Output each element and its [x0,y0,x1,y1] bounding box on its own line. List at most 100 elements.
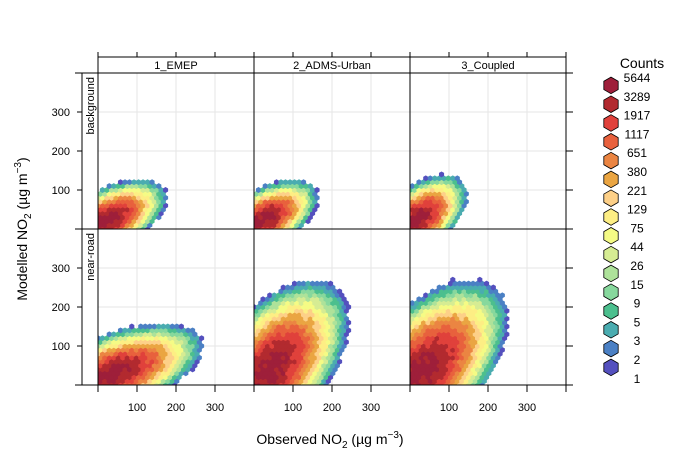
hex-bin [432,339,438,346]
hex-bin [450,331,456,338]
hex-bin [328,288,334,295]
hex-bin [158,327,164,334]
hex-bin [285,354,291,361]
hex-bin [461,366,467,373]
hex-bin [113,202,119,209]
hex-bin [140,350,146,357]
hex-bin [300,327,307,334]
legend-break-label: 5644 [624,71,651,85]
hex-bin [149,218,155,225]
hex-bin [172,327,178,334]
hex-bin [432,175,438,182]
hex-bin [298,214,304,221]
row-strip-label: near-road [85,233,97,281]
hex-bin [124,214,130,221]
hex-bin [429,296,436,303]
hex-bin [258,198,264,205]
hex-bin [307,346,313,353]
hex-bin [434,350,440,357]
hex-bin [427,198,433,205]
hex-bin [278,218,284,225]
hex-bin [178,370,184,377]
hex-bin [312,198,318,205]
hex-bin [140,187,146,193]
hex-bin [149,327,155,334]
hex-bin [280,190,286,197]
hex-bin [416,194,422,201]
hex-bin [264,366,271,373]
hex-bin [481,331,487,338]
hex-bin [104,374,110,381]
hex-bin [495,300,501,307]
hex-bin [106,331,112,338]
hex-bin [294,284,300,291]
hex-bin [264,296,271,303]
hex-bin [423,206,429,213]
hex-bin [432,378,438,385]
hex-bin [115,370,121,377]
hex-bin [332,327,338,334]
hex-bin [174,370,180,377]
hex-bin [461,343,467,349]
hex-bin [319,296,325,303]
hex-bin [169,362,175,369]
hex-bin [475,366,481,373]
hex-bin [459,315,465,322]
hex-bin [452,288,458,295]
hex-bin [411,311,418,318]
hex-bin [129,206,135,213]
hex-bin [142,183,148,190]
hex-bin [325,370,331,377]
hex-bin [289,346,295,353]
hex-bin [436,292,442,299]
hex-bin [271,323,277,330]
y-tick-label: 100 [52,341,70,353]
hex-bin [115,362,121,369]
hex-bin [305,343,311,349]
hex-bin [126,194,133,201]
hex-bin [303,307,309,314]
hex-bin [273,202,280,209]
hex-bin [416,218,422,225]
hex-bin [323,343,329,349]
hex-bin [149,194,155,201]
hex-bin [337,350,343,357]
hex-bin [144,343,151,349]
hex-bin [117,335,124,342]
hex-bin [450,315,456,322]
hex-bin [278,311,284,318]
hex-bin [484,280,490,287]
hex-bin [280,214,286,221]
hex-bin [131,366,137,373]
hex-bin [416,350,422,357]
hex-bin [495,346,501,353]
hex-bin [285,346,291,353]
hex-bin [425,358,431,365]
hex-bin [477,292,483,299]
hex-bin [330,362,336,369]
hex-bin [262,214,268,221]
hex-bin [117,358,124,365]
hex-bin [445,214,451,221]
hex-bin [303,190,309,197]
hex-bin [445,362,451,369]
hex-bin [124,354,130,361]
hex-bin [131,179,137,186]
hex-bin [269,296,275,303]
hex-bin [495,331,501,338]
hex-bin [432,292,438,299]
hex-bin [282,327,289,334]
hex-bin [493,304,499,310]
hex-bin [151,354,157,361]
hex-bin [438,296,445,303]
hex-bin [264,327,271,334]
hex-bin [450,198,456,205]
hex-bin [418,206,424,213]
panel-2_ADMS-Urban-near-road [254,280,352,385]
hex-bin [303,339,309,346]
hex-bin [420,202,427,209]
hex-bin [323,280,329,287]
hex-bin [135,343,142,349]
hex-bin [477,331,483,338]
